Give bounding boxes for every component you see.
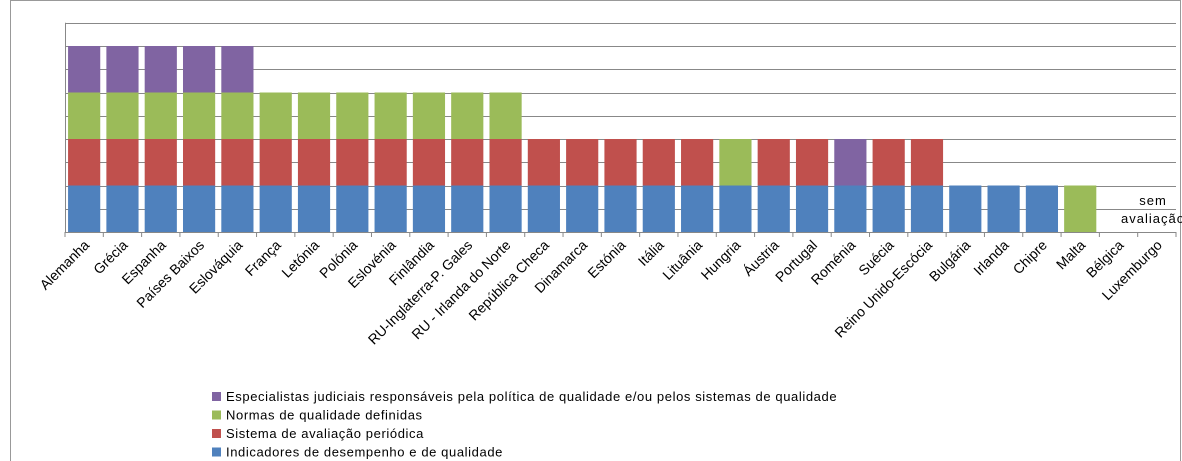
bar-segment	[182, 46, 216, 93]
bar-segment	[566, 139, 599, 186]
bar-segment	[144, 185, 177, 232]
bar-segment	[374, 92, 407, 139]
legend-label: Sistema de avaliação periódica	[226, 426, 424, 441]
bar-segment	[412, 92, 446, 139]
bar-segment	[374, 139, 407, 186]
bar-segment	[221, 185, 254, 232]
legend-label: Normas de qualidade definidas	[226, 408, 423, 423]
bar-segment	[681, 185, 714, 232]
x-tick-label: França	[242, 237, 284, 279]
bar-segment	[106, 92, 139, 139]
annotation: avaliação	[1121, 211, 1182, 226]
bar-segment	[1025, 185, 1059, 232]
x-tick-label: Malta	[1053, 237, 1089, 273]
bar-segment	[527, 185, 560, 232]
bar-segment	[795, 185, 829, 232]
x-tick-label: Bulgária	[926, 237, 974, 285]
bar-segment	[604, 185, 637, 232]
bar-segment	[182, 185, 216, 232]
x-tick-label: Chipre	[1010, 237, 1051, 278]
legend-label: Indicadores de desempenho e de qualidade	[226, 445, 503, 460]
bar-segment	[336, 139, 369, 186]
bar-segment	[221, 46, 254, 93]
bar-segment	[527, 139, 560, 186]
bar-segment	[297, 92, 331, 139]
bar-segment	[834, 185, 867, 232]
bar-segment	[719, 139, 752, 186]
bar-segment	[412, 185, 446, 232]
legend-label: Especialistas judiciais responsáveis pel…	[226, 389, 837, 404]
bar-segment	[68, 139, 101, 186]
frame	[10, 0, 1181, 461]
x-tick-label: Irlanda	[970, 237, 1012, 279]
bar-segment	[872, 139, 905, 186]
bar-segment	[336, 185, 369, 232]
bar-segment	[834, 139, 867, 186]
bar-segment	[795, 139, 829, 186]
bar-segment	[297, 185, 331, 232]
bar-segment	[374, 185, 407, 232]
bar-segment	[910, 139, 944, 186]
bar-segment	[719, 185, 752, 232]
bar-segment	[68, 92, 101, 139]
legend: Especialistas judiciais responsáveis pel…	[212, 389, 837, 460]
legend-swatch	[212, 447, 221, 457]
x-tick-label: Hungria	[698, 237, 744, 283]
bar-segment	[642, 139, 675, 186]
bar-segment	[106, 46, 139, 93]
bar-segment	[489, 185, 522, 232]
bar-segment	[259, 139, 292, 186]
bar-segment	[1064, 185, 1097, 232]
bar-segment	[451, 139, 484, 186]
bar-segment	[412, 139, 446, 186]
bar-segment	[259, 92, 292, 139]
x-tick-label: Lituânia	[659, 237, 705, 283]
bar-segment	[221, 92, 254, 139]
bar-segment	[259, 185, 292, 232]
bar-segment	[68, 185, 101, 232]
bar-segment	[144, 139, 177, 186]
x-tick-label: Alemanha	[36, 237, 92, 293]
bar-segment	[106, 185, 139, 232]
bar-segment	[336, 92, 369, 139]
bar-segment	[604, 139, 637, 186]
bar-segment	[757, 139, 790, 186]
bar-segment	[451, 92, 484, 139]
bar-segment	[949, 185, 982, 232]
bar-segment	[681, 139, 714, 186]
bar-segment	[182, 92, 216, 139]
bar-segment	[297, 139, 331, 186]
x-tick-label: Estónia	[584, 237, 628, 281]
bar-segment	[757, 185, 790, 232]
x-tick-label: Itália	[635, 237, 667, 269]
x-tick-label: Letónia	[278, 237, 322, 281]
bar-segment	[489, 139, 522, 186]
legend-swatch	[212, 410, 221, 420]
bar-segment	[221, 139, 254, 186]
bar-segment	[68, 46, 101, 93]
legend-swatch	[212, 429, 221, 438]
bar-segment	[182, 139, 216, 186]
bar-segment	[872, 185, 905, 232]
annotation: sem	[1139, 193, 1167, 208]
bar-segment	[910, 185, 944, 232]
bar-segment	[987, 185, 1020, 232]
bar-segment	[489, 92, 522, 139]
bar-segment	[566, 185, 599, 232]
bar-segment	[451, 185, 484, 232]
bar-segment	[144, 92, 177, 139]
bar-segment	[144, 46, 177, 93]
bar-segment	[642, 185, 675, 232]
bar-segment	[106, 139, 139, 186]
legend-swatch	[212, 392, 221, 401]
